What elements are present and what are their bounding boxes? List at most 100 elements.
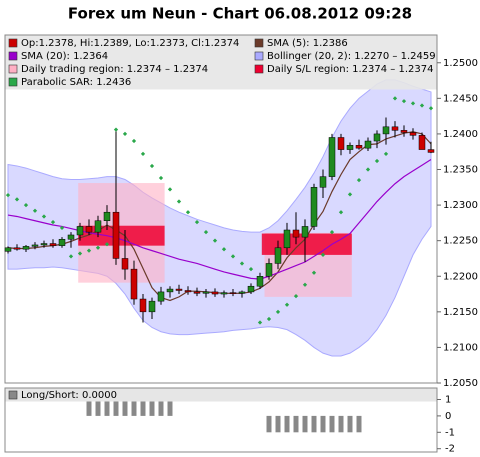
legend-swatch (254, 38, 264, 48)
bar (95, 399, 101, 416)
candle-body (346, 145, 354, 150)
y-tick-label: 1.2150 (443, 307, 478, 318)
bar (320, 415, 326, 433)
sar-dot (104, 242, 110, 247)
candle-body (103, 211, 111, 221)
bar (86, 399, 92, 416)
bar (329, 415, 335, 433)
candle-body (310, 187, 318, 227)
y-tick-label: 1.2050 (443, 378, 478, 389)
sar-dot (149, 163, 155, 169)
y-tick-label: 1.2500 (443, 58, 478, 69)
candle-body (157, 291, 165, 302)
bar (275, 415, 281, 433)
sar-dot (194, 220, 200, 225)
candle-body (418, 135, 426, 150)
candle-body (148, 300, 156, 313)
sar-dot (113, 127, 119, 132)
sar-dot (203, 230, 209, 235)
bar (356, 415, 362, 433)
candle-body (319, 176, 327, 188)
candle-body (427, 149, 435, 153)
sar-dot (338, 210, 344, 215)
sar-dot (320, 252, 326, 258)
candle-body (409, 132, 417, 136)
sar-dot (158, 175, 164, 181)
candle-body (220, 292, 228, 295)
candle-body (4, 247, 12, 252)
bar (140, 399, 146, 416)
bar (167, 399, 173, 416)
candle-body (76, 226, 84, 236)
candle-body (94, 220, 102, 233)
y-tick-label: 1.2250 (443, 236, 478, 247)
bar (131, 399, 137, 416)
y-tick-label: 1.2400 (443, 129, 478, 140)
legend-swatch (8, 77, 18, 87)
candle-body (85, 226, 93, 233)
legend-swatch (254, 51, 264, 61)
candle-body (328, 137, 336, 177)
candle-body (121, 258, 129, 270)
sar-dot (230, 254, 236, 259)
candle-body (265, 263, 273, 277)
legend-background (5, 35, 437, 90)
sar-dot (32, 208, 38, 213)
bar (302, 415, 308, 433)
sar-dot (266, 316, 272, 322)
sar-dot (50, 220, 56, 225)
bar (311, 415, 317, 433)
candle-body (355, 145, 363, 149)
sar-dot (356, 178, 362, 183)
sar-dot (347, 192, 353, 197)
legend-label: Long/Short: 0.0000 (21, 390, 117, 401)
candle-body (184, 290, 192, 293)
candle-body (382, 126, 390, 135)
legend-swatch (8, 64, 18, 74)
sar-dot (95, 245, 101, 250)
bar (149, 399, 155, 416)
candle-body (400, 130, 408, 133)
candle-body (112, 211, 120, 259)
bar (293, 415, 299, 433)
legend-label: Bollinger (20, 2): 1.2270 – 1.2459 (267, 51, 436, 62)
candle-body (139, 298, 147, 313)
sar-dot (185, 210, 191, 215)
sar-dot (275, 309, 281, 314)
legend-label: Daily trading region: 1.2374 – 1.2374 (21, 64, 208, 75)
candle-body (373, 133, 381, 142)
candle-body (301, 226, 309, 238)
legend-label: Daily S/L region: 1.2374 – 1.2374 (267, 64, 433, 75)
sar-dot (86, 248, 92, 253)
sar-dot (212, 238, 218, 243)
sar-dot (122, 131, 128, 137)
sar-dot (284, 302, 290, 307)
sar-dot (5, 193, 11, 198)
candle-body (337, 137, 345, 150)
candle-body (193, 291, 201, 294)
legend-swatch (8, 51, 18, 61)
chart-title: Forex um Neun - Chart 06.08.2012 09:28 (68, 5, 412, 23)
sar-dot (167, 187, 173, 192)
legend-label: Op:1.2378, Hi:1.2389, Lo:1.2373, Cl:1.23… (21, 38, 239, 49)
y-tick-label: 1.2450 (443, 93, 478, 104)
sar-dot (176, 199, 182, 204)
candle-body (130, 268, 138, 300)
sar-dot (257, 320, 263, 325)
candle-body (238, 291, 246, 294)
sar-dot (239, 261, 245, 266)
sar-dot (329, 230, 335, 235)
y-tick-label: 1.2200 (443, 271, 478, 282)
candle-body (283, 229, 291, 249)
sar-dot (383, 151, 389, 156)
y-tick-label: 1.2300 (443, 200, 478, 211)
legend-label: SMA (5): 1.2386 (267, 38, 348, 49)
sar-dot (77, 251, 83, 256)
legend-background (5, 388, 437, 402)
indicator-line (7, 131, 432, 302)
y-tick-label: 1.2350 (443, 165, 478, 176)
sar-dot (14, 197, 20, 202)
legend-swatch (8, 390, 18, 400)
sar-dot (365, 167, 371, 172)
y-tick-label: -2 (445, 444, 455, 455)
